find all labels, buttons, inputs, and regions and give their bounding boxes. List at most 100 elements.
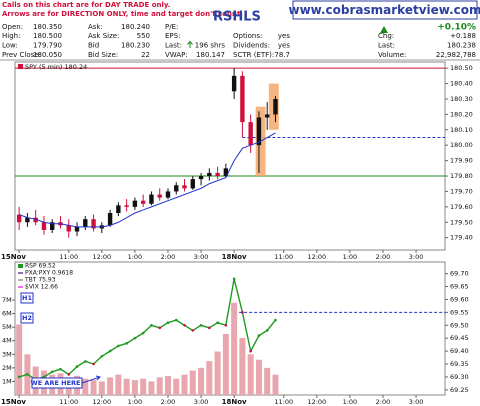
x-tick-label: 1:00 [343,253,358,261]
candle-body [33,217,38,223]
y-tick-label: 180.40 [450,80,473,88]
price-point [241,311,244,314]
quote-label: Volume: [378,51,406,59]
y-tick-label: 180.20 [450,110,473,118]
price-point [92,362,95,366]
price-point [232,277,236,281]
quote-value: 180.050 [33,51,62,59]
candle-body [16,214,22,223]
volume-bar [181,374,188,395]
volume-bar [173,378,180,395]
y-tick-label: 69.60 [450,295,469,303]
x-tick-label: 3:00 [194,253,209,261]
candle-body [25,217,30,223]
volume-bar [156,377,163,395]
quote-value: 550 [137,32,150,40]
site: www.cobrasmarketview.com [288,3,480,17]
volume-tick-label: 1M [2,377,12,385]
quote-label: Options: [233,32,262,40]
quote-label: Last: [378,42,395,50]
legend: $VIX 12.66 [25,284,58,291]
volume-bar [206,361,213,395]
volume-bar [264,367,271,395]
volume-bar [247,354,254,395]
volume-tick-label: 5M [2,323,12,331]
quote-value: 196 shrs [195,42,226,50]
price-point [17,375,21,379]
y-tick-label: 179.90 [450,157,473,165]
last-arrow-icon [187,40,193,48]
candle-body [91,219,96,229]
quote-value: 180.147 [196,51,225,59]
quote-label: Last: [165,42,182,50]
volume-bar [98,381,105,395]
candle-body [116,205,121,214]
quote-label: P/E: [165,23,178,31]
quote-value: +0.10% [437,23,476,33]
price-point [83,360,87,363]
price-point [67,373,71,376]
x-tick-label: 2:00 [161,398,176,406]
y-tick-label: 69.65 [450,283,469,291]
price-point [108,349,112,353]
x-tick-label: 11:00 [59,253,78,261]
x-tick-label: 11:00 [274,398,293,406]
site-box [292,0,478,20]
price-point [224,323,228,327]
price-point [59,367,62,371]
price-point [257,334,261,337]
price-point [208,326,211,330]
candle-body [174,185,179,192]
quote-label: Open: [2,23,23,31]
annotation-box [20,292,34,304]
symbol: RSHLS [213,10,261,25]
candle-body [248,122,253,146]
volume-bar [231,302,238,395]
quote-value: +0.188 [450,32,476,40]
moving-average [18,132,276,228]
y-tick-label: 179.80 [450,172,473,180]
candle-body [83,219,88,227]
legend: PXA:PXY 0.9618 [25,270,73,277]
y-tick-label: 180.30 [450,95,473,103]
candle-body [41,222,47,230]
x-tick-label: 12:00 [307,398,326,406]
x-tick-label: 12:00 [92,253,111,261]
x-tick-label: 2:00 [376,398,391,406]
volume-tick-label: 2M [2,364,12,372]
quote-value: 22 [141,51,150,59]
x-tick-label: 2:00 [376,253,391,261]
legend: TBT 75.93 [24,277,56,284]
volume-bar [255,359,262,395]
price-point [158,326,162,330]
quote-label: SCTR (ETF): [233,51,274,59]
volume-tick-label: 3M [2,350,12,358]
y-tick-label: 179.70 [450,187,473,195]
quote-value: 180.350 [33,23,62,31]
plot-area [14,61,446,251]
y-tick-label: 69.45 [450,334,469,342]
x-tick-label: 11:00 [274,253,293,261]
legend: RSP 69.52 [25,263,56,270]
annotation: WE ARE HERE! [31,379,84,387]
price-point [274,318,277,322]
price-point [141,331,145,335]
quote-label: VWAP: [165,51,188,59]
quote-value: yes [278,32,290,40]
price-point [191,329,195,332]
y-tick-label: 180.10 [450,126,473,134]
candle-body [240,75,245,123]
quote-value: 180.230 [121,42,150,50]
volume-bar [16,324,23,395]
price-point [166,321,170,324]
candle-body [215,172,220,177]
candle-body [50,222,55,230]
quote-label: Prev Close: [2,51,41,59]
y-tick-label: 69.50 [450,321,469,329]
y-tick-label: 69.70 [450,270,469,278]
volume-bar [198,367,205,395]
price-point [75,365,79,368]
candle-body [182,185,187,189]
volume-bar [189,370,196,395]
